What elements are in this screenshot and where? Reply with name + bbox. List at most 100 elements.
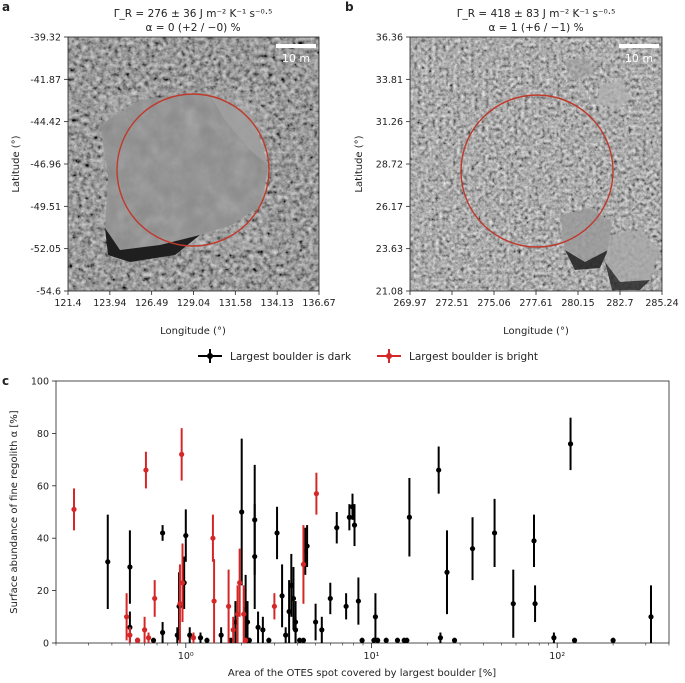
data-point-dark xyxy=(252,517,258,523)
data-point-dark xyxy=(266,637,272,643)
data-point-bright xyxy=(179,451,185,457)
data-point-bright xyxy=(127,632,133,638)
data-point-dark xyxy=(406,514,413,520)
x-tick-label: 121.4 xyxy=(54,298,81,309)
x-tick-label: 10⁰ xyxy=(178,651,194,662)
panel-a-axes: 121.4 123.94 126.49 129.04 131.58 134.13 136.6… xyxy=(30,33,335,310)
data-point-dark xyxy=(279,593,285,599)
data-point-dark xyxy=(260,627,266,633)
y-tick-label: 36.36 xyxy=(376,33,403,44)
panel-b-axes: 269.97 272.51 275.06 277.61 280.15 282.7 285.2… xyxy=(376,33,679,310)
x-tick-label: 269.97 xyxy=(393,298,426,309)
data-point-bright xyxy=(241,611,247,617)
y-tick-label: 26.17 xyxy=(376,202,403,213)
data-point-bright xyxy=(190,635,197,641)
data-point-dark xyxy=(296,637,303,643)
data-point-dark xyxy=(244,619,251,625)
panel-a-image: 10 m xyxy=(68,37,319,291)
data-point-dark xyxy=(319,627,325,633)
data-point-bright xyxy=(145,635,152,641)
data-point-dark xyxy=(567,441,574,447)
data-point-bright xyxy=(300,561,307,568)
scale-bar-a xyxy=(276,44,316,48)
data-point-dark xyxy=(444,569,450,575)
panel-b-letter: b xyxy=(345,0,354,14)
y-tick-label: 100 xyxy=(31,377,49,388)
data-point-bright xyxy=(177,601,183,607)
y-tick-label: -52.05 xyxy=(30,244,61,255)
y-tick-label: -54.6 xyxy=(36,287,61,298)
x-tick-label: 123.94 xyxy=(93,298,126,309)
data-point-dark xyxy=(218,632,224,638)
scale-bar-b-label: 10 m xyxy=(625,52,653,65)
data-point-bright xyxy=(71,506,77,512)
data-point-dark xyxy=(491,530,498,536)
data-point-dark xyxy=(551,635,557,641)
data-point-bright xyxy=(142,627,148,633)
data-point-dark xyxy=(239,509,245,515)
panel-a: a Γ_R = 276 ± 36 J m⁻² K⁻¹ s⁻⁰·⁵ α = 0 (… xyxy=(2,0,336,337)
panel-c-axes: 0 20 40 60 80 100 10⁰ 10¹ 10² xyxy=(31,377,670,662)
data-point-dark xyxy=(343,603,349,609)
x-tick-label: 10¹ xyxy=(364,651,380,662)
panel-b-ylabel: Latitude (°) xyxy=(354,135,365,192)
data-point-bright xyxy=(134,637,141,643)
panel-a-xlabel: Longitude (°) xyxy=(160,326,226,337)
panel-c: c 0 20 40 60 80 100 10⁰ 10¹ 10² Area of the OTES… xyxy=(2,374,670,679)
data-point-dark xyxy=(394,637,401,643)
data-point-dark xyxy=(351,522,358,528)
panel-c-ylabel: Surface abundance of fine regolith α [%] xyxy=(9,410,20,614)
data-point-dark xyxy=(183,532,189,539)
data-point-dark xyxy=(372,614,379,620)
data-point-bright xyxy=(225,603,232,609)
data-point-dark xyxy=(571,637,578,643)
data-point-bright xyxy=(237,580,243,586)
data-point-dark xyxy=(648,614,654,620)
legend-bright: Largest boulder is bright xyxy=(409,351,538,363)
data-point-dark xyxy=(334,525,340,531)
data-point-dark xyxy=(290,595,297,602)
x-tick-label: 285.24 xyxy=(645,298,678,309)
data-point-bright xyxy=(179,580,186,586)
x-tick-label: 277.61 xyxy=(519,298,552,309)
x-tick-label: 275.06 xyxy=(477,298,510,309)
data-point-dark xyxy=(283,632,289,638)
data-point-dark xyxy=(187,632,193,638)
data-point-dark xyxy=(510,601,516,607)
y-tick-label: 20 xyxy=(37,586,49,597)
data-point-dark xyxy=(304,543,310,549)
panel-b-xlabel: Longitude (°) xyxy=(503,326,569,337)
data-point-dark xyxy=(127,564,133,570)
data-point-dark xyxy=(159,530,166,536)
y-tick-label: 31.26 xyxy=(376,117,403,128)
panel-b-image: 10 m xyxy=(410,37,662,291)
x-tick-label: 280.15 xyxy=(561,298,594,309)
data-point-dark xyxy=(383,637,389,643)
scale-bar-a-label: 10 m xyxy=(282,52,310,65)
data-point-bright xyxy=(271,603,277,609)
data-point-dark xyxy=(204,637,210,643)
data-point-dark xyxy=(150,637,157,643)
data-point-dark xyxy=(159,629,166,636)
y-tick-label: 60 xyxy=(37,481,49,492)
y-tick-label: 28.72 xyxy=(376,160,403,171)
data-point-dark xyxy=(246,637,252,643)
panel-b-alpha: α = 1 (+6 / −1) % xyxy=(488,22,583,34)
y-tick-label: -46.96 xyxy=(30,160,61,171)
y-tick-label: -44.42 xyxy=(30,117,61,128)
data-point-bright xyxy=(124,614,130,620)
x-tick-label: 129.04 xyxy=(177,298,210,309)
data-point-dark xyxy=(404,637,410,643)
data-point-dark xyxy=(300,637,307,643)
otes-spot-circle-b xyxy=(460,94,614,248)
legend: Largest boulder is dark Largest boulder … xyxy=(198,349,538,363)
data-point-dark xyxy=(437,635,444,641)
panel-c-xlabel: Area of the OTES spot covered by largest… xyxy=(228,668,496,679)
x-tick-label: 282.7 xyxy=(606,298,633,309)
data-point-dark xyxy=(355,598,361,604)
x-tick-label: 131.58 xyxy=(219,298,252,309)
data-point-dark xyxy=(197,635,204,641)
data-point-dark xyxy=(451,637,458,643)
data-point-bright xyxy=(143,467,149,473)
